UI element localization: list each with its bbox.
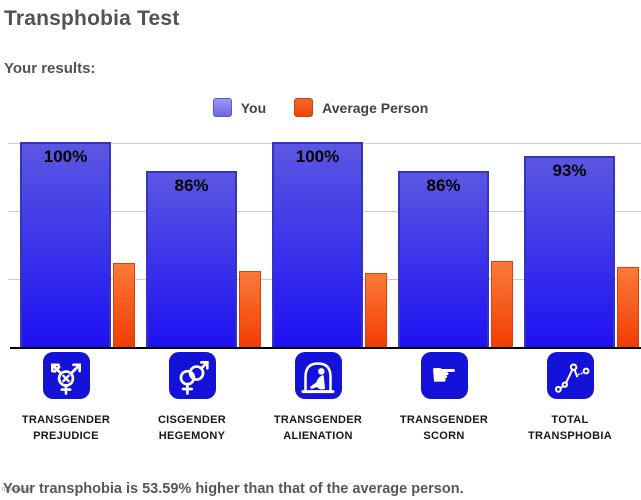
bar-chart: 100% 86% 100% 86% 93%	[0, 128, 641, 350]
transgender-scorn-icon: ☛	[420, 352, 468, 399]
category-label-line1: TRANSGENDER	[273, 414, 363, 426]
cisgender-hegemony-icon	[168, 352, 216, 399]
bar-you-4: 93%	[524, 156, 615, 347]
line-graph-icon	[554, 362, 590, 393]
person-in-bell-jar-icon	[301, 361, 335, 393]
bar-average-person-1	[239, 271, 261, 347]
transgender-prejudice-icon	[42, 352, 90, 399]
category-label-line2: PREJUDICE	[33, 429, 99, 442]
category-label-line1: CISGENDER	[157, 414, 227, 426]
bar-you-1: 86%	[146, 171, 237, 347]
category-label: CISGENDER HEGEMONY	[158, 413, 226, 445]
results-subtitle: Your results:	[4, 60, 96, 77]
category-label: TRANSGENDER PREJUDICE	[22, 413, 110, 445]
bar-value-label: 86%	[426, 176, 461, 195]
category-transgender-alienation: TRANSGENDER ALIENATION	[255, 352, 381, 445]
category-label: TRANSGENDER SCORN	[400, 413, 488, 445]
legend-label-you: You	[240, 99, 267, 116]
transgender-alienation-icon	[294, 352, 342, 399]
result-summary-text: Your transphobia is 53.59% higher than t…	[3, 481, 464, 497]
bar-you-0: 100%	[20, 142, 111, 347]
category-label-line1: TRANSGENDER	[21, 414, 111, 426]
category-axis: TRANSGENDER PREJUDICE CISGE	[3, 352, 633, 445]
category-label-line1: TRANSGENDER	[399, 414, 489, 426]
category-label-line1: TOTAL	[551, 414, 589, 426]
category-label-line2: ALIENATION	[283, 429, 353, 442]
legend-item-average-person: Average Person	[294, 98, 428, 117]
category-cisgender-hegemony: CISGENDER HEGEMONY	[129, 352, 255, 445]
category-transgender-prejudice: TRANSGENDER PREJUDICE	[3, 352, 129, 445]
bar-average-person-4	[617, 267, 639, 347]
category-label: TRANSGENDER ALIENATION	[274, 413, 362, 445]
average-person-color-swatch	[294, 98, 314, 117]
watermark: IDRlabs.com	[2, 487, 33, 493]
you-color-swatch	[212, 98, 232, 117]
category-label-line2: HEGEMONY	[158, 429, 226, 442]
cisgender-symbol-icon	[179, 360, 209, 395]
bar-value-label: 100%	[295, 147, 340, 166]
total-transphobia-icon	[546, 352, 594, 399]
bar-you-2: 100%	[272, 142, 363, 347]
category-label-line2: TRANSPHOBIA	[528, 429, 612, 442]
x-axis-line	[10, 347, 641, 349]
legend-label-average-person: Average Person	[322, 99, 429, 116]
bar-value-label: 100%	[43, 147, 88, 166]
category-total-transphobia: TOTAL TRANSPHOBIA	[507, 352, 633, 445]
page-title: Transphobia Test	[4, 7, 180, 30]
bar-value-label: 93%	[552, 161, 587, 180]
bar-average-person-0	[113, 263, 135, 347]
bar-average-person-3	[491, 261, 513, 347]
transgender-symbol-crossed-icon	[51, 363, 81, 395]
legend-item-you: You	[212, 98, 267, 117]
pointing-hand-icon: ☛	[430, 357, 458, 393]
bar-you-3: 86%	[398, 171, 489, 347]
category-label: TOTAL TRANSPHOBIA	[528, 413, 612, 445]
chart-legend: You Average Person	[0, 98, 641, 117]
bar-value-label: 86%	[174, 176, 209, 195]
category-label-line2: SCORN	[423, 429, 465, 442]
bar-average-person-2	[365, 273, 387, 347]
category-transgender-scorn: ☛ TRANSGENDER SCORN	[381, 352, 507, 445]
